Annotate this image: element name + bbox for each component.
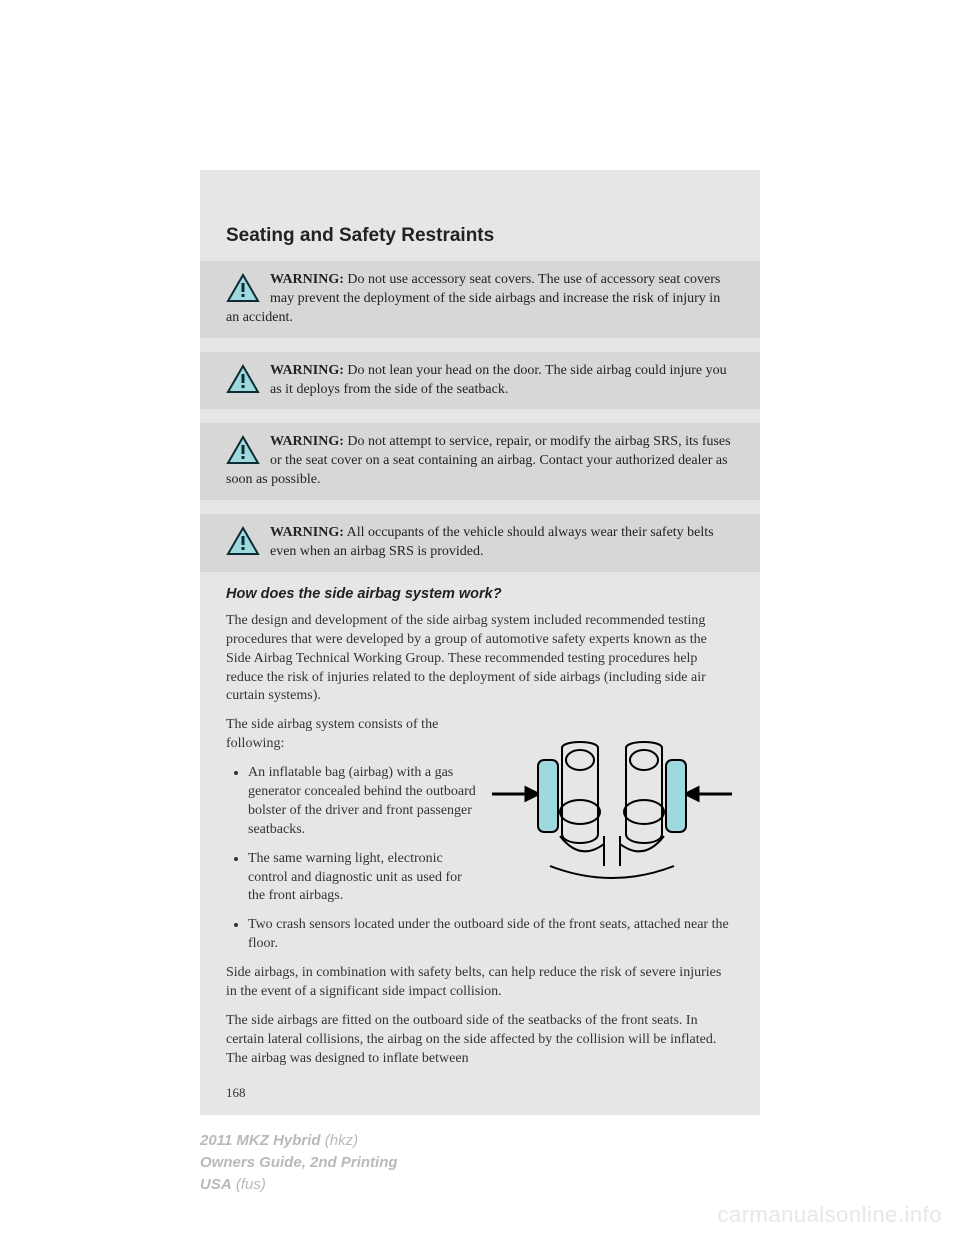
- warning-triangle-icon: [226, 364, 260, 394]
- footer-model: 2011 MKZ Hybrid: [200, 1132, 321, 1149]
- warning-box: WARNING: Do not attempt to service, repa…: [200, 423, 760, 500]
- list-item: The same warning light, electronic contr…: [248, 850, 476, 907]
- footer-line: USA (fus): [200, 1174, 398, 1196]
- side-airbag-diagram: [490, 716, 734, 896]
- footer: 2011 MKZ Hybrid (hkz) Owners Guide, 2nd …: [200, 1130, 398, 1195]
- paragraph: The side airbag system consists of the f…: [226, 716, 476, 754]
- page-number: 168: [200, 1079, 760, 1115]
- warning-text: WARNING: Do not lean your head on the do…: [226, 362, 734, 400]
- left-column: The side airbag system consists of the f…: [226, 716, 476, 916]
- footer-region: USA: [200, 1176, 232, 1193]
- watermark: carmanualsonline.info: [717, 1202, 942, 1228]
- footer-line: 2011 MKZ Hybrid (hkz): [200, 1130, 398, 1152]
- warning-triangle-icon: [226, 435, 260, 465]
- warning-text: WARNING: Do not attempt to service, repa…: [226, 433, 734, 490]
- paragraph: Side airbags, in combination with safety…: [226, 964, 734, 1002]
- footer-region-code: (fus): [232, 1176, 266, 1193]
- warning-box: WARNING: Do not use accessory seat cover…: [200, 261, 760, 338]
- footer-line: Owners Guide, 2nd Printing: [200, 1152, 398, 1174]
- warning-label: WARNING:: [270, 434, 344, 449]
- two-column-row: The side airbag system consists of the f…: [226, 716, 734, 916]
- list-item: An inflatable bag (airbag) with a gas ge…: [248, 764, 476, 840]
- warning-label: WARNING:: [270, 272, 344, 287]
- warning-text: WARNING: All occupants of the vehicle sh…: [226, 524, 734, 562]
- footer-code: (hkz): [321, 1132, 359, 1149]
- paragraph: The design and development of the side a…: [226, 612, 734, 706]
- section-title: Seating and Safety Restraints: [200, 170, 760, 261]
- warning-label: WARNING:: [270, 363, 344, 378]
- warning-text: WARNING: Do not use accessory seat cover…: [226, 271, 734, 328]
- list-item: Two crash sensors located under the outb…: [248, 916, 734, 954]
- warning-box: WARNING: All occupants of the vehicle sh…: [200, 514, 760, 572]
- warning-triangle-icon: [226, 273, 260, 303]
- subheading: How does the side airbag system work?: [226, 586, 734, 602]
- manual-page: Seating and Safety Restraints WARNING: D…: [200, 170, 760, 1115]
- warning-triangle-icon: [226, 526, 260, 556]
- content-body: How does the side airbag system work? Th…: [200, 586, 760, 1069]
- warning-box: WARNING: Do not lean your head on the do…: [200, 352, 760, 410]
- bullet-list: Two crash sensors located under the outb…: [226, 916, 734, 954]
- warning-label: WARNING:: [270, 525, 344, 540]
- paragraph: The side airbags are fitted on the outbo…: [226, 1012, 734, 1069]
- bullet-list: An inflatable bag (airbag) with a gas ge…: [226, 764, 476, 906]
- right-column: [490, 716, 734, 916]
